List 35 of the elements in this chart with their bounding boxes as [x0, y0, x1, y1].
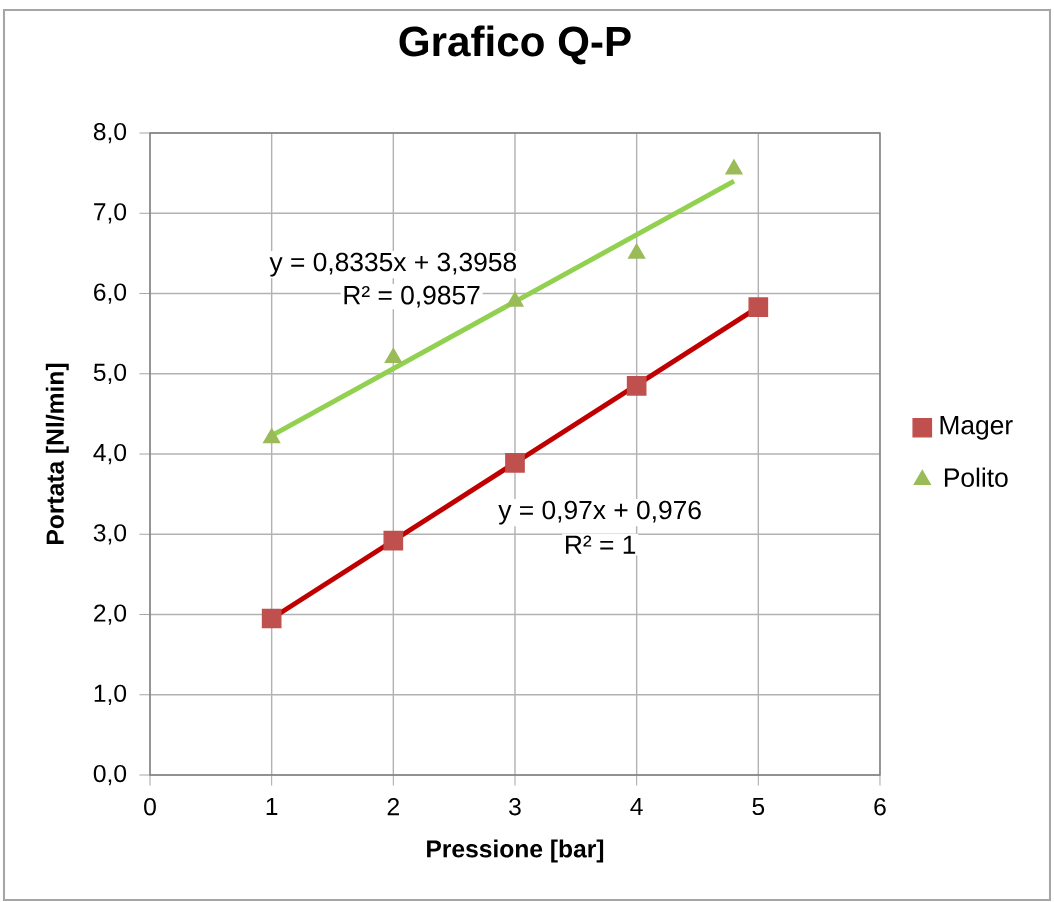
point: [505, 452, 525, 473]
x-axis-title: Pressione [bar]: [427, 839, 604, 863]
x-tick-label: 4: [630, 797, 643, 815]
point: [384, 347, 402, 363]
y-tick-label: 4,0: [93, 443, 127, 465]
point: [506, 291, 524, 307]
x-tick-label: 5: [752, 797, 765, 816]
y-tick-label: 2,0: [94, 604, 127, 625]
point: [383, 530, 404, 551]
point: [628, 243, 646, 259]
point: [261, 608, 282, 629]
point: [263, 428, 281, 444]
legend-label: Mager: [940, 416, 1013, 440]
y-tick-label: 0,0: [93, 764, 127, 786]
legend-label: Polito: [944, 467, 1008, 487]
y-axis-title: Portata [Nl/min]: [45, 363, 69, 544]
annotation: y = 0,97x + 0,976: [498, 500, 701, 525]
point: [748, 297, 769, 317]
y-tick-label: 6,0: [94, 283, 127, 304]
point: [725, 159, 743, 175]
y-tick-label: 3,0: [93, 524, 127, 545]
point: [626, 375, 647, 396]
y-tick-label: 8,0: [93, 122, 127, 144]
chart-title: Grafico Q-P: [399, 25, 631, 65]
y-tick-label: 7,0: [94, 203, 127, 224]
x-tick-label: 1: [266, 797, 278, 815]
x-tick-label: 2: [387, 798, 399, 816]
y-tick-label: 5,0: [93, 363, 127, 384]
x-tick-label: 0: [144, 798, 156, 816]
x-tick-label: 6: [874, 798, 886, 816]
annotation: R² = 1: [566, 535, 636, 554]
y-tick-label: 1,0: [94, 684, 127, 705]
annotation: y = 0,8335x + 3,3958: [269, 252, 516, 277]
annotation: R² = 0,9857: [344, 285, 480, 308]
x-tick-label: 3: [509, 798, 521, 816]
